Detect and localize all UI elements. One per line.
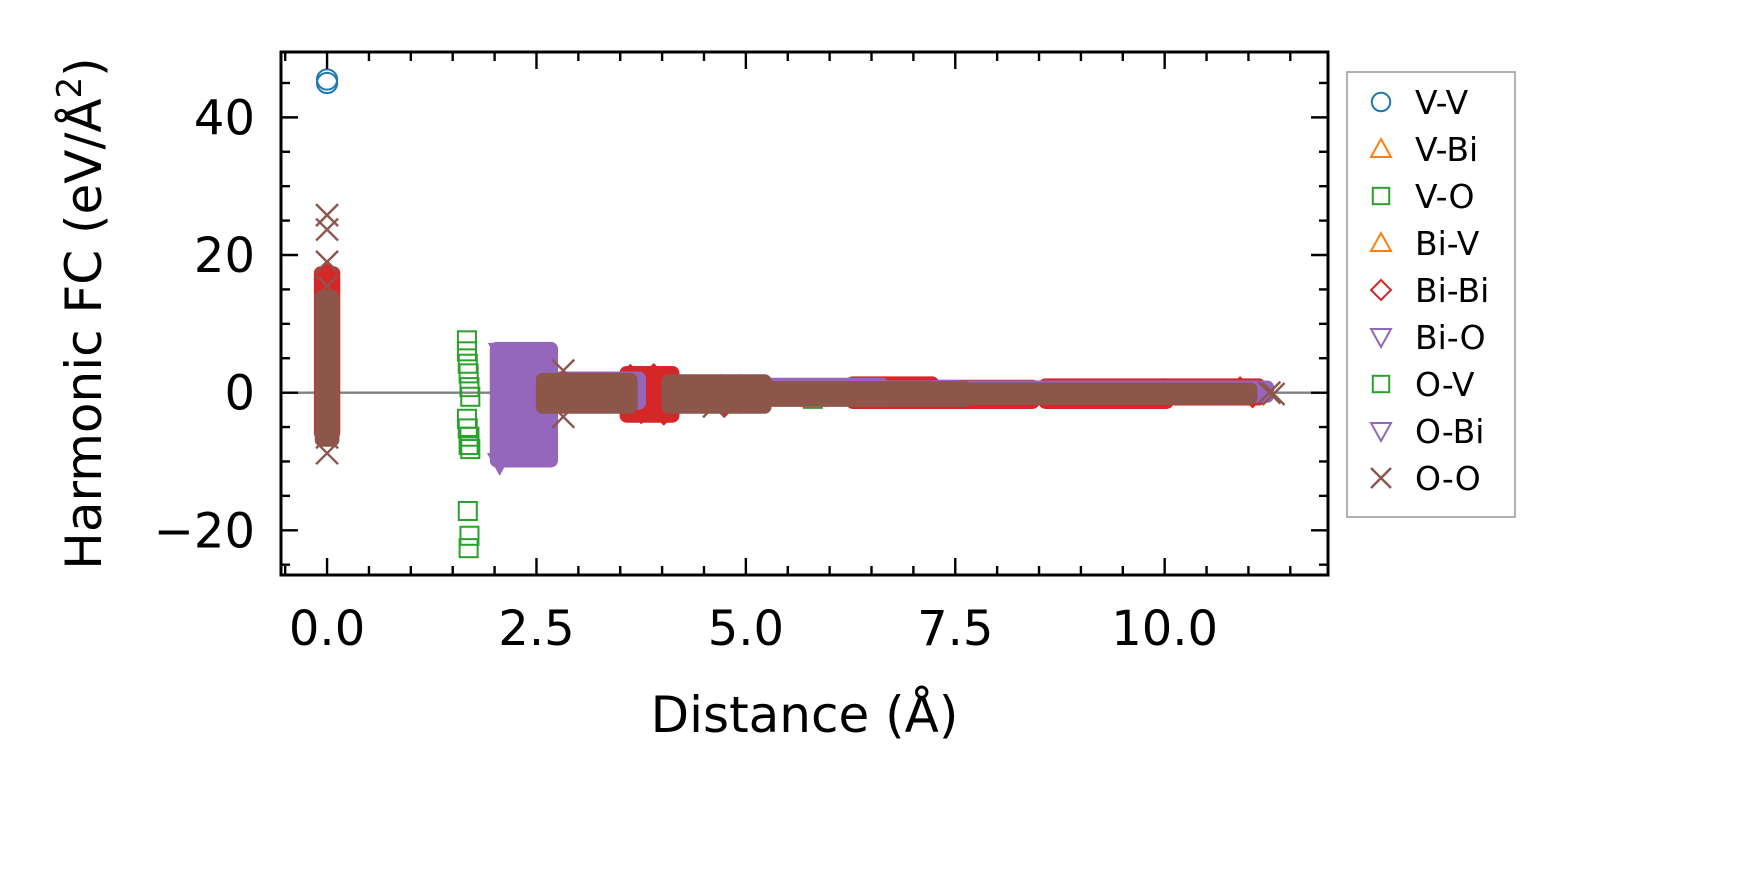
legend-item: V-V	[1370, 83, 1469, 122]
y-axis-label-superscript: 2	[50, 77, 90, 99]
dense-point-cloud	[753, 381, 973, 407]
dense-point-cloud	[661, 374, 772, 414]
legend-item: V-O	[1371, 177, 1474, 216]
data-point	[315, 401, 339, 426]
data-point	[515, 402, 541, 425]
legend-label: Bi-Bi	[1415, 271, 1489, 310]
data-point	[315, 274, 339, 298]
data-point	[315, 250, 339, 274]
data-point	[458, 363, 479, 384]
legend-label: Bi-V	[1415, 224, 1480, 263]
legend-item: Bi-O	[1369, 318, 1486, 357]
y-axis-label: Harmonic FC (eV/Å2)	[50, 57, 113, 569]
data-point	[718, 390, 743, 415]
legend-label: O-V	[1415, 365, 1475, 404]
series-bi-bi	[313, 259, 1266, 440]
legend-marker	[1370, 467, 1392, 489]
x-axis-label: Distance (Å)	[651, 686, 959, 744]
plot-area	[281, 68, 1328, 559]
legend-item: O-O	[1370, 459, 1481, 498]
data-point	[718, 373, 743, 398]
data-point	[315, 71, 339, 95]
data-point	[460, 439, 481, 460]
legend-marker	[1369, 136, 1393, 158]
legend-item: Bi-Bi	[1369, 271, 1489, 310]
y-tick-label: 40	[194, 90, 255, 146]
data-point	[315, 325, 339, 350]
legend-item: O-Bi	[1369, 412, 1484, 451]
legend-marker	[1369, 278, 1393, 302]
legend-label: O-O	[1415, 459, 1481, 498]
data-point	[641, 363, 667, 388]
plot-frame	[279, 50, 1330, 577]
data-point	[457, 500, 478, 522]
data-point	[498, 424, 525, 447]
legend-marker	[1369, 422, 1393, 444]
data-point	[456, 341, 477, 362]
dense-point-cloud	[535, 372, 638, 414]
x-tick-label: 5.0	[708, 601, 784, 657]
x-tick-label: 7.5	[917, 601, 993, 657]
y-axis-label-close: )	[55, 57, 113, 77]
data-point	[551, 404, 576, 429]
legend: V-V V-Bi V-O Bi-V Bi-Bi Bi-O O-V O-Bi O-O	[1346, 71, 1516, 518]
y-tick-label: 0	[224, 366, 255, 422]
y-tick-label: −20	[154, 503, 255, 559]
legend-label: V-O	[1415, 177, 1474, 216]
x-tick-label: 0.0	[289, 601, 365, 657]
x-tick-label: 10.0	[1111, 601, 1218, 657]
data-point	[551, 358, 576, 383]
legend-item: Bi-V	[1369, 224, 1480, 263]
data-point	[700, 374, 725, 399]
data-point	[456, 330, 477, 351]
y-axis-label-main: Harmonic FC (eV/Å	[55, 98, 113, 569]
data-point	[460, 386, 481, 407]
data-point	[315, 441, 339, 466]
data-point	[498, 342, 525, 366]
legend-label: V-Bi	[1415, 130, 1478, 169]
legend-label: Bi-O	[1415, 318, 1486, 357]
data-point	[315, 298, 339, 322]
legend-label: V-V	[1415, 83, 1469, 122]
y-tick-label: 20	[194, 228, 255, 284]
legend-marker	[1371, 186, 1391, 206]
data-point	[315, 217, 339, 242]
series-o-o	[314, 203, 1286, 466]
data-point	[702, 394, 726, 419]
legend-item: O-V	[1371, 365, 1475, 404]
data-point	[459, 525, 480, 546]
x-tick-label: 2.5	[498, 601, 574, 657]
legend-marker	[1370, 91, 1392, 113]
legend-marker	[1369, 230, 1393, 252]
dense-point-cloud	[954, 382, 1258, 405]
legend-item: V-Bi	[1369, 130, 1478, 169]
data-point	[1261, 382, 1286, 406]
legend-marker	[1369, 328, 1393, 350]
legend-label: O-Bi	[1415, 412, 1484, 451]
axes: 0.0 2.5 5.0 7.5 10.0 −20 0 20 40	[154, 50, 1330, 657]
legend-marker	[1371, 374, 1391, 394]
data-point	[458, 538, 479, 559]
data-point	[458, 434, 479, 455]
data-point	[1257, 380, 1282, 405]
series-v-v	[315, 68, 339, 95]
